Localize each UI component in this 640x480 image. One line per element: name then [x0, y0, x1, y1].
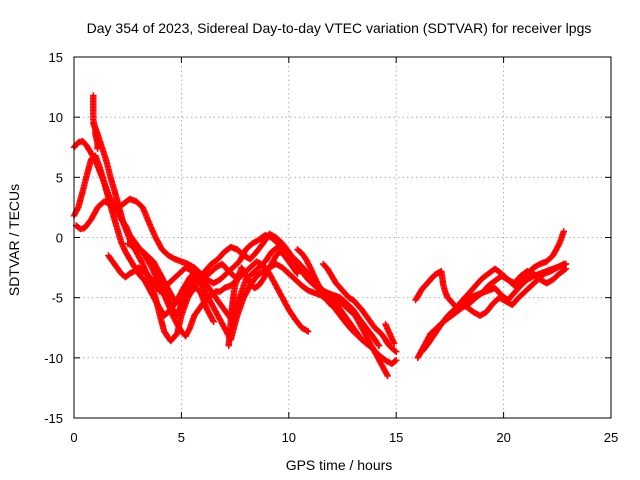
data-point-marker	[393, 357, 400, 364]
data-point-marker	[560, 228, 567, 235]
data-point-marker	[562, 265, 570, 272]
series-track-15	[412, 268, 460, 311]
data-point-marker	[452, 303, 459, 310]
y-tick-label: 0	[56, 231, 63, 246]
series-track-7	[156, 243, 340, 325]
x-tick-label: 0	[70, 430, 77, 445]
x-tick-label: 15	[389, 430, 403, 445]
y-tick-label: 15	[49, 50, 63, 65]
x-axis-title: GPS time / hours	[286, 457, 393, 473]
tick-layer: 0 5 10 15 20 25 -15 -10 -5 0 5 10 15	[44, 50, 618, 445]
series-spike	[90, 92, 101, 152]
grid-layer	[74, 57, 611, 418]
x-tick-label: 25	[604, 430, 618, 445]
data-point-marker	[391, 357, 399, 365]
data-point-marker	[357, 335, 365, 342]
data-point-marker	[453, 304, 460, 311]
data-point-marker	[390, 340, 398, 347]
data-point-marker	[384, 372, 391, 380]
data-point-marker	[303, 327, 310, 334]
y-tick-label: 5	[56, 170, 63, 185]
data-point-marker	[393, 348, 400, 355]
series-track-10	[320, 260, 400, 355]
data-point-marker	[375, 342, 383, 349]
data-point-marker	[293, 269, 300, 276]
chart-title: Day 354 of 2023, Sidereal Day-to-day VTE…	[87, 20, 592, 36]
x-tick-label: 20	[496, 430, 510, 445]
data-point-marker	[294, 270, 301, 277]
y-tick-label: -5	[51, 291, 63, 306]
data-point-marker	[391, 347, 399, 355]
y-tick-label: -15	[44, 411, 63, 426]
data-point-marker	[304, 328, 312, 335]
data-point-marker	[375, 341, 382, 348]
data-point-marker	[358, 336, 365, 343]
y-axis-title: SDTVAR / TECUs	[6, 184, 22, 296]
series-isolated	[382, 320, 398, 347]
data-point-marker	[561, 266, 568, 273]
x-tick-label: 10	[282, 430, 296, 445]
y-tick-label: -10	[44, 351, 63, 366]
data-point-marker	[210, 318, 217, 325]
x-tick-label: 5	[178, 430, 185, 445]
y-tick-label: 10	[49, 110, 63, 125]
data-layer	[70, 92, 570, 380]
series-track-8	[225, 248, 301, 349]
series-track-9	[294, 246, 365, 343]
data-point-marker	[560, 260, 567, 268]
data-point-marker	[209, 317, 217, 324]
data-point-marker	[94, 145, 101, 152]
